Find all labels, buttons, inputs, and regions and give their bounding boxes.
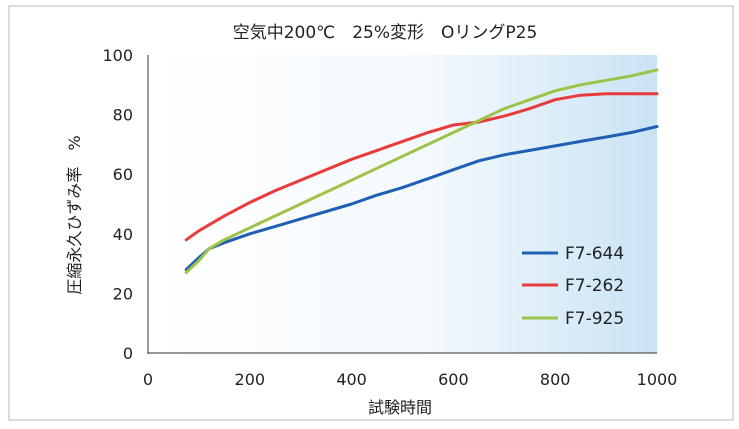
chart-title: 空気中200℃ 25%変形 OリングP25 bbox=[233, 23, 538, 43]
series-line-f7-262 bbox=[184, 92, 659, 242]
y-tick-label: 80 bbox=[113, 106, 133, 125]
y-tick-label: 40 bbox=[113, 225, 133, 244]
series-line-f7-644 bbox=[184, 125, 659, 272]
x-tick-label: 200 bbox=[235, 370, 266, 389]
legend: F7-644 F7-262 F7-925 bbox=[522, 244, 624, 329]
series-lines bbox=[184, 68, 659, 274]
x-tick-label: 800 bbox=[540, 370, 571, 389]
x-axis-label: 試験時間 bbox=[368, 398, 432, 417]
tick-labels: 0 200 400 600 800 1000 0 20 40 60 80 100 bbox=[102, 46, 677, 389]
y-axis-label: 圧縮永久ひずみ率 % bbox=[65, 135, 84, 294]
x-tick-label: 0 bbox=[143, 370, 153, 389]
x-tick-label: 600 bbox=[438, 370, 469, 389]
legend-label: F7-262 bbox=[565, 276, 624, 296]
y-tick-label: 0 bbox=[123, 344, 133, 363]
legend-label: F7-925 bbox=[565, 309, 624, 329]
legend-label: F7-644 bbox=[565, 244, 624, 264]
x-tick-label: 1000 bbox=[637, 370, 678, 389]
plot-area bbox=[148, 55, 657, 353]
y-tick-label: 60 bbox=[113, 165, 133, 184]
series-line-f7-925 bbox=[184, 68, 659, 274]
x-tick-label: 400 bbox=[336, 370, 367, 389]
y-tick-label: 20 bbox=[113, 284, 133, 303]
y-tick-label: 100 bbox=[102, 46, 133, 65]
